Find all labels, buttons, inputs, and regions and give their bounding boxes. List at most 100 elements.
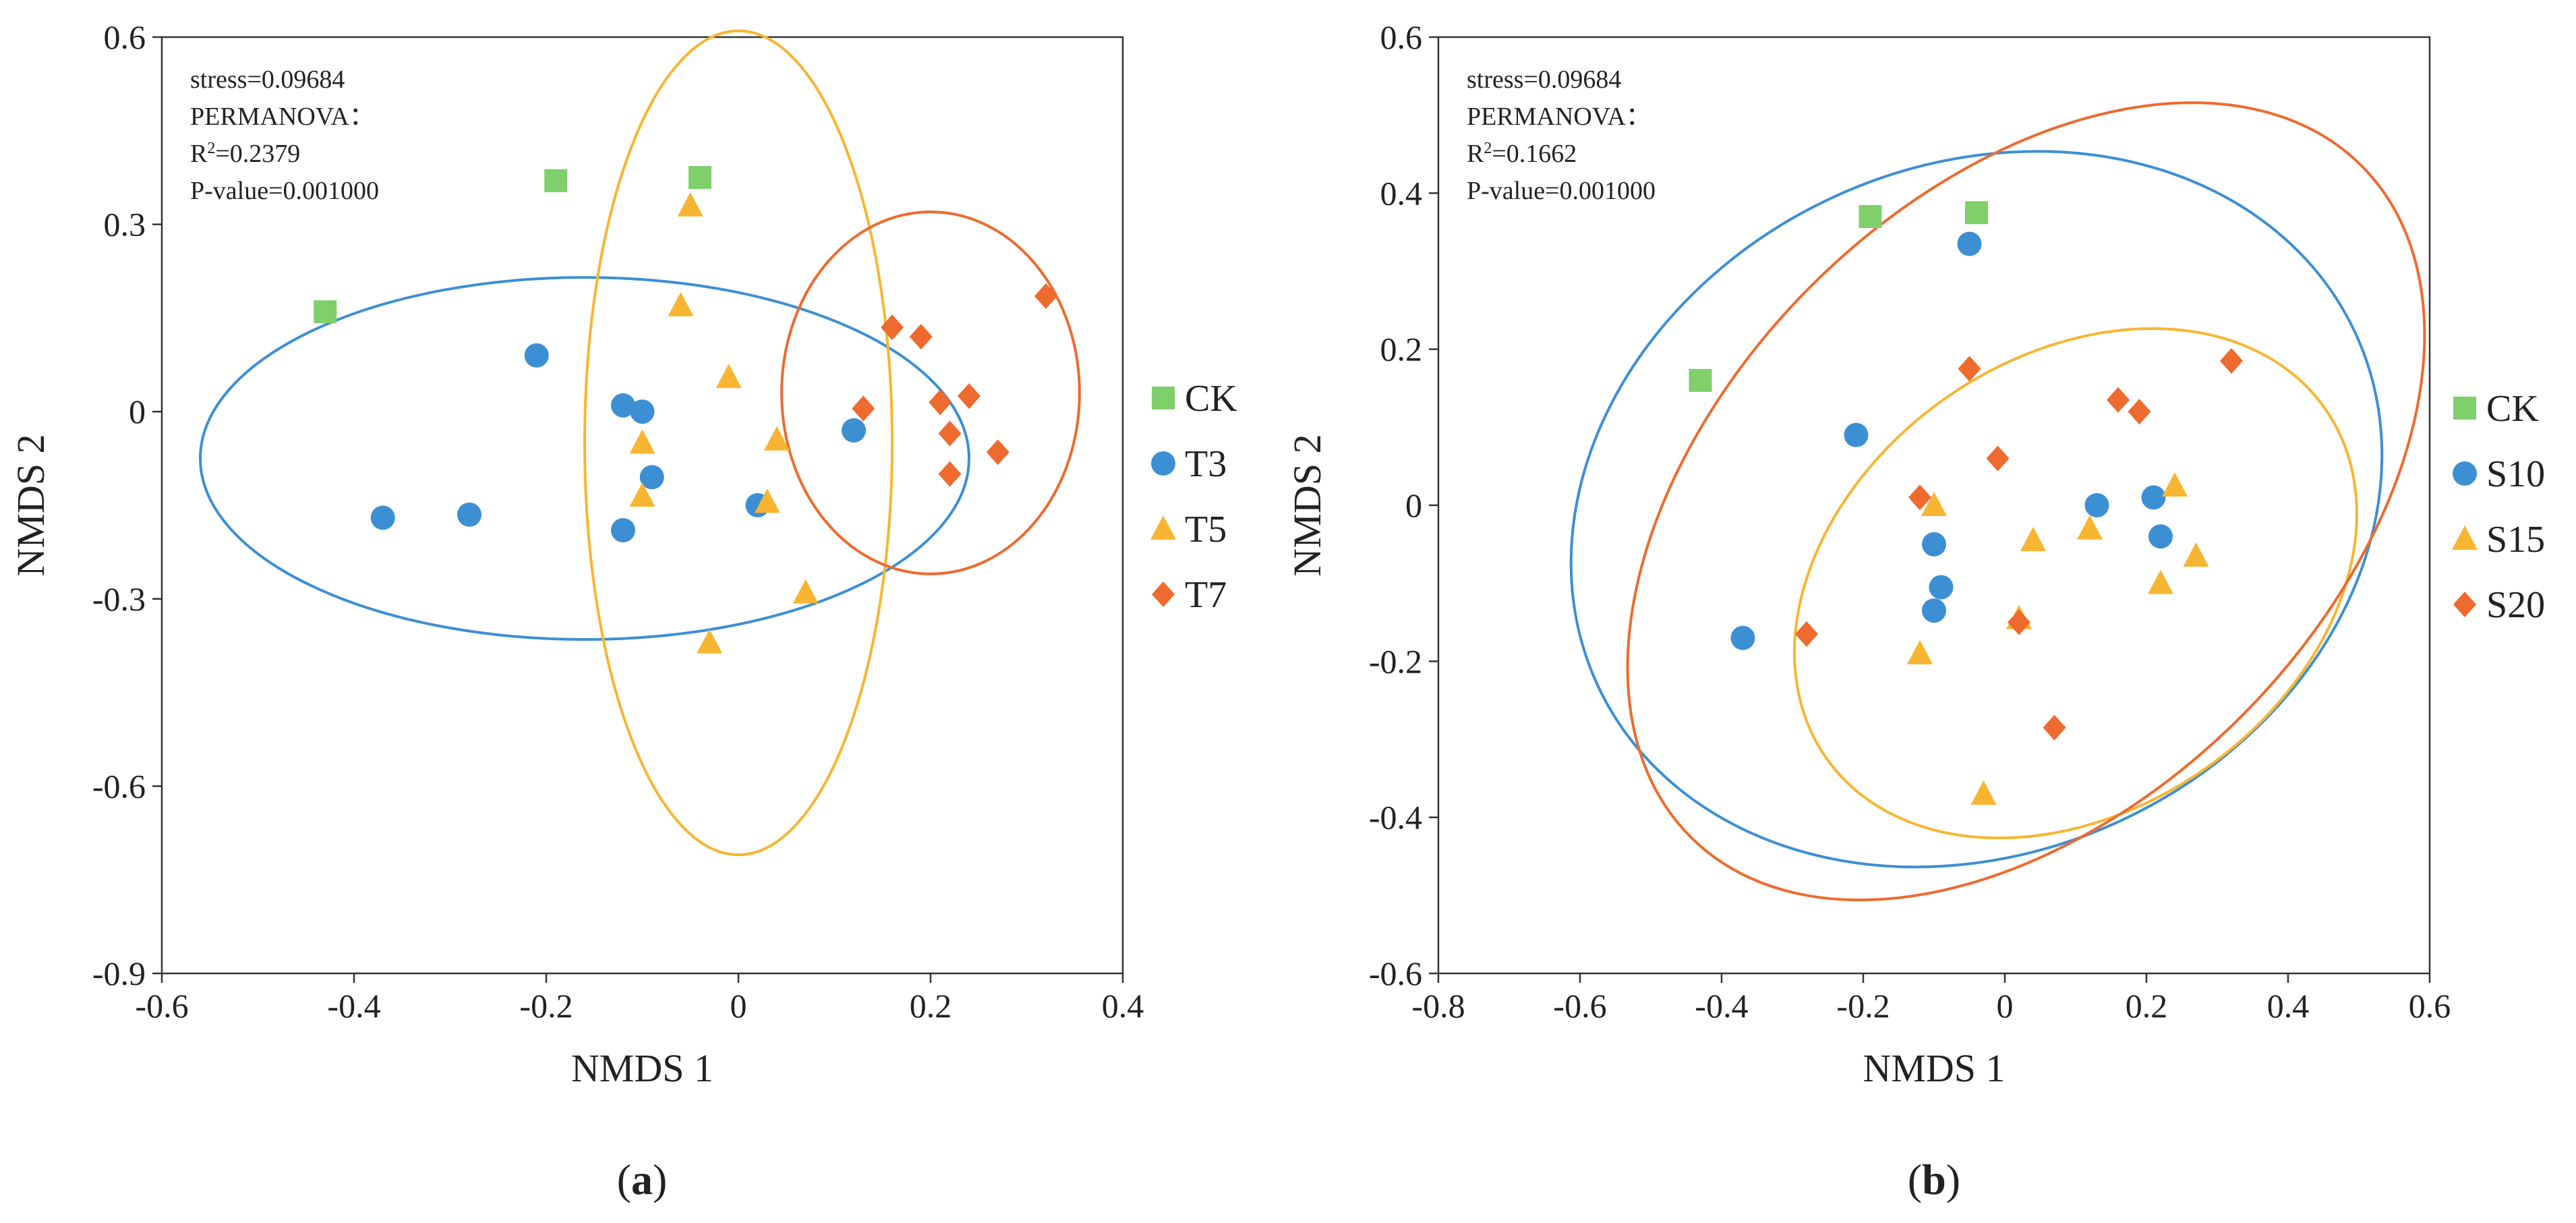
- point-s10: [2148, 524, 2173, 549]
- annotation-line: P-value=0.001000: [1467, 177, 1656, 205]
- y-tick-label: 0.6: [1380, 18, 1423, 56]
- x-tick-label: 0: [1997, 987, 2014, 1025]
- point-s15: [1921, 492, 1947, 516]
- point-s15: [2148, 569, 2173, 594]
- x-tick-label: -0.6: [1553, 987, 1606, 1025]
- point-t3: [370, 505, 395, 530]
- legend-marker-ck: [1152, 387, 1175, 409]
- point-t5: [792, 579, 819, 604]
- x-axis-title: NMDS 1: [571, 1046, 713, 1090]
- panel-a-nmds-treatment: -0.6 -0.4 -0.2 0 0.2 0.40.60.30-0.3-0.6-0.9NM…: [9, 18, 1237, 1203]
- x-tick-label: 0.4: [1102, 987, 1144, 1025]
- point-s10: [2141, 485, 2166, 510]
- point-t3: [524, 343, 549, 368]
- point-s10: [1929, 575, 1954, 600]
- legend-marker-s20: [2453, 592, 2476, 617]
- point-s20: [1908, 484, 1931, 511]
- legend-label-s20: S20: [2486, 584, 2545, 626]
- legend-label-t3: T3: [1185, 443, 1227, 485]
- legend-label-ck: CK: [2486, 388, 2539, 430]
- confidence-ellipse-s15: [1793, 327, 2358, 840]
- point-t3: [611, 518, 635, 543]
- y-tick-label: -0.3: [92, 580, 146, 618]
- annotation-line: PERMANOVA：: [1467, 103, 1651, 131]
- point-s20: [1986, 445, 2010, 472]
- y-tick-label: 0.6: [104, 18, 146, 56]
- plot-frame: [160, 36, 1124, 975]
- point-ck: [1965, 201, 1988, 225]
- point-t7: [881, 314, 904, 341]
- point-t5: [677, 192, 703, 217]
- point-t7: [958, 383, 980, 409]
- panel-b-nmds-salinity: -0.8 -0.6 -0.4 -0.2 0 0.2 0.4 0.60.60.40.20-0.2…: [1285, 18, 2545, 1203]
- x-tick-label: 0: [730, 987, 747, 1025]
- point-s20: [1958, 355, 1981, 382]
- point-s20: [1795, 621, 1818, 647]
- x-tick-label: -0.8: [1411, 987, 1465, 1025]
- legend-label-t5: T5: [1185, 509, 1227, 550]
- legend-label-s10: S10: [2486, 453, 2545, 495]
- x-tick-label: -0.2: [519, 987, 573, 1025]
- confidence-ellipse-s20: [1626, 101, 2426, 902]
- x-axis-title: NMDS 1: [1863, 1046, 2005, 1090]
- x-tick-label: -0.4: [327, 987, 380, 1025]
- point-s10: [1922, 598, 1946, 623]
- point-ck: [689, 166, 711, 190]
- panel-label: (b): [1908, 1156, 1960, 1203]
- point-t5: [764, 426, 790, 451]
- y-tick-label: -0.6: [92, 767, 146, 805]
- y-tick-label: 0.4: [1380, 174, 1423, 212]
- point-t7: [852, 395, 875, 422]
- point-t3: [630, 399, 655, 424]
- panel-label: (a): [617, 1156, 668, 1203]
- point-t7: [1034, 283, 1057, 310]
- annotation-line: stress=0.09684: [190, 65, 345, 94]
- point-s20: [2220, 348, 2243, 374]
- point-s15: [1970, 780, 1997, 805]
- point-s15: [2183, 542, 2209, 567]
- point-t5: [715, 364, 742, 389]
- y-tick-label: -0.4: [1369, 799, 1422, 836]
- y-tick-label: -0.6: [1369, 955, 1422, 992]
- point-s20: [2043, 714, 2066, 741]
- point-ck: [1689, 368, 1712, 392]
- point-t5: [697, 629, 723, 654]
- point-t3: [842, 418, 866, 443]
- annotation-line: R2=0.2379: [190, 140, 300, 168]
- point-s15: [2077, 515, 2103, 540]
- legend-marker-t7: [1152, 581, 1175, 607]
- annotation-line: R2=0.1662: [1467, 140, 1577, 168]
- x-tick-label: -0.6: [135, 987, 188, 1025]
- legend-label-s15: S15: [2486, 519, 2545, 561]
- point-s20: [2107, 387, 2130, 413]
- y-axis-title: NMDS 2: [1285, 434, 1329, 576]
- legend-marker-t3: [1151, 451, 1175, 476]
- x-tick-label: -0.4: [1695, 987, 1748, 1025]
- legend-label-t7: T7: [1185, 574, 1227, 616]
- legend-marker-s10: [2453, 461, 2477, 486]
- point-s15: [1907, 639, 1933, 664]
- point-s10: [1844, 422, 1869, 447]
- point-ck: [1858, 205, 1882, 229]
- y-tick-label: 0: [1405, 486, 1422, 524]
- confidence-ellipse-t7: [780, 210, 1081, 575]
- point-s10: [1922, 532, 1946, 557]
- y-tick-label: 0.3: [104, 206, 146, 244]
- point-t7: [986, 439, 1009, 465]
- point-t3: [639, 465, 664, 490]
- point-t3: [457, 502, 481, 527]
- y-tick-label: 0: [129, 393, 146, 430]
- point-s20: [2128, 399, 2151, 425]
- point-s20: [2008, 609, 2030, 635]
- point-s10: [2084, 493, 2109, 517]
- confidence-ellipse-t5: [583, 29, 894, 857]
- annotation-line: PERMANOVA：: [190, 103, 375, 131]
- x-tick-label: 0.4: [2267, 987, 2310, 1025]
- point-t7: [909, 324, 933, 350]
- point-t7: [938, 420, 962, 447]
- legend-label-ck: CK: [1185, 378, 1237, 420]
- point-s10: [1730, 625, 1755, 650]
- point-s15: [2020, 527, 2046, 552]
- point-t5: [754, 488, 780, 513]
